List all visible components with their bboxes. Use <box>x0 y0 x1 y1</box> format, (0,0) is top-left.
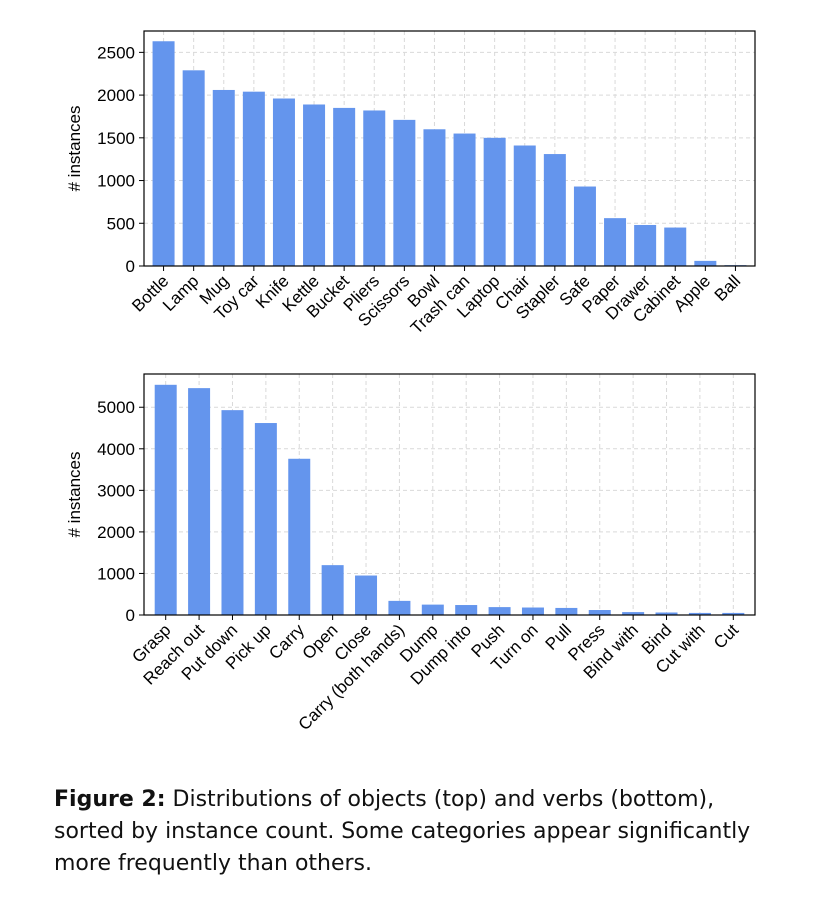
y-tick-label: 1500 <box>97 129 135 148</box>
bar-cut-with <box>688 612 711 615</box>
bar-push <box>488 607 511 615</box>
bar-press <box>588 610 611 615</box>
bar-close <box>355 575 378 615</box>
bar-pull <box>555 607 578 615</box>
bar-safe <box>573 186 596 266</box>
bar-mug <box>212 89 235 266</box>
bar-toy-car <box>242 91 265 266</box>
plot-frame <box>143 30 756 267</box>
figure-caption: Figure 2: Distributions of objects (top)… <box>54 784 770 880</box>
bar-bottle <box>152 41 175 266</box>
bar-dump <box>421 604 444 615</box>
y-axis-label: # instances <box>65 106 84 192</box>
bar-turn-on <box>521 607 544 615</box>
bar-lamp <box>182 70 205 267</box>
bar-bind <box>655 612 678 615</box>
bar-reach-out <box>188 388 211 615</box>
bar-put-down <box>221 410 244 615</box>
y-tick-label: 2000 <box>97 523 135 542</box>
bar-scissors <box>393 119 416 266</box>
bar-dump-into <box>455 605 478 615</box>
bar-kettle <box>303 104 326 266</box>
y-tick-label: 1000 <box>97 172 135 191</box>
bar-carry <box>288 458 311 615</box>
y-tick-label: 2500 <box>97 43 135 62</box>
y-tick-label: 0 <box>126 257 135 276</box>
y-tick-label: 500 <box>107 214 135 233</box>
bar-apple <box>694 260 717 266</box>
bar-trash-can <box>453 133 476 266</box>
y-axis-label: # instances <box>65 452 84 538</box>
y-tick-label: 0 <box>126 606 135 625</box>
bar-stapler <box>543 154 566 266</box>
bar-bind-with <box>622 612 645 615</box>
bar-paper <box>604 218 627 266</box>
bar-knife <box>272 98 295 266</box>
x-tick-label: Ball <box>711 271 744 304</box>
x-tick-label: Cut <box>710 620 742 652</box>
bar-grasp <box>154 384 177 615</box>
bar-open <box>321 565 344 615</box>
y-tick-label: 3000 <box>97 481 135 500</box>
y-tick-label: 5000 <box>97 398 135 417</box>
y-tick-label: 4000 <box>97 440 135 459</box>
bar-cabinet <box>664 227 687 266</box>
caption-label: Figure 2: <box>54 787 166 812</box>
x-tick-label: Lamp <box>159 271 203 315</box>
y-tick-label: 1000 <box>97 564 135 583</box>
bar-drawer <box>634 224 657 266</box>
y-tick-label: 2000 <box>97 86 135 105</box>
bar-pick-up <box>254 423 277 615</box>
bar-chair <box>513 145 536 266</box>
bar-cut <box>722 612 745 615</box>
bar-bowl <box>423 129 446 266</box>
bar-bucket <box>333 107 356 266</box>
bar-carry-both-hands- <box>388 600 411 615</box>
bar-pliers <box>363 110 386 267</box>
bar-laptop <box>483 137 506 266</box>
x-tick-label: Carry <box>265 620 308 663</box>
caption-text: Distributions of objects (top) and verbs… <box>54 787 751 876</box>
plot-frame <box>143 373 756 616</box>
